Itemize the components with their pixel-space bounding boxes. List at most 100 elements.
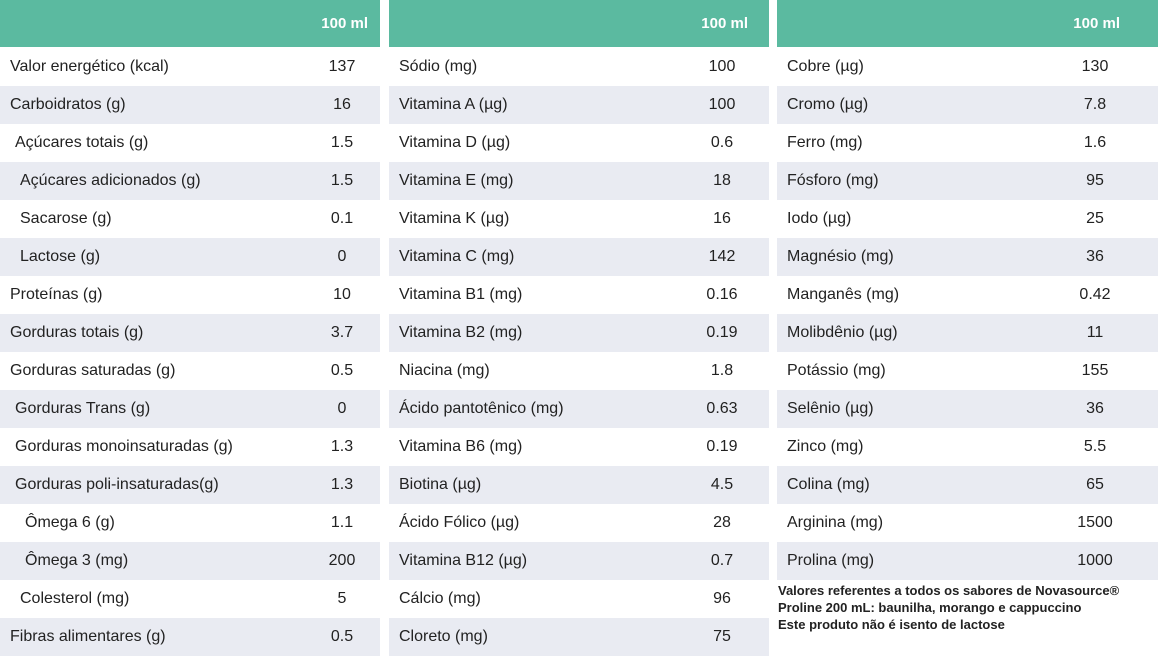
row-label: Ômega 6 (g) [25, 514, 115, 531]
row-value: 11 [1086, 324, 1104, 341]
row-value: 25 [1086, 210, 1104, 227]
table-row: Manganês (mg) 0.42 [777, 276, 1158, 314]
row-label: Colina (mg) [787, 476, 870, 493]
table-row: Selênio (µg) 36 [777, 390, 1158, 428]
row-value: 142 [708, 248, 736, 265]
row-value: 0.63 [706, 400, 738, 417]
row-label: Cobre (µg) [787, 57, 864, 75]
table-row: Ácido pantotênico (mg) 0.63 [389, 390, 769, 428]
table-row: Iodo (µg) 25 [777, 200, 1158, 238]
row-value: 16 [713, 210, 731, 227]
table-row: Vitamina K (µg) 16 [389, 200, 769, 238]
row-label: Zinco (mg) [787, 438, 864, 455]
row-value: 0.16 [706, 286, 738, 303]
table-row: Sódio (mg) 100 [389, 47, 769, 86]
table-row: Açúcares adicionados (g) 1.5 [0, 162, 380, 200]
row-label: Vitamina B1 (mg) [399, 286, 523, 303]
table-row: Ferro (mg) 1.6 [777, 124, 1158, 162]
row-value: 130 [1081, 57, 1109, 75]
table-row: Cobre (µg) 130 [777, 47, 1158, 86]
row-label: Potássio (mg) [787, 362, 886, 379]
row-value: 0.5 [330, 628, 354, 645]
table-row: Gorduras saturadas (g) 0.5 [0, 352, 380, 390]
row-value: 0.42 [1079, 286, 1111, 303]
row-label: Ômega 3 (mg) [25, 552, 129, 569]
row-value: 28 [713, 514, 731, 531]
row-label: Gorduras totais (g) [10, 324, 144, 341]
row-value: 16 [333, 96, 351, 113]
row-label: Valor energético (kcal) [10, 57, 169, 75]
row-value: 0 [337, 400, 347, 417]
row-label: Ácido pantotênico (mg) [399, 400, 564, 417]
row-label: Manganês (mg) [787, 286, 900, 303]
header-label-100ml: 100 ml [321, 15, 368, 32]
row-value: 0.7 [710, 552, 734, 569]
footnote-line: Este produto não é isento de lactose [778, 617, 1005, 632]
row-label: Prolina (mg) [787, 552, 875, 569]
table-row: Zinco (mg) 5.5 [777, 428, 1158, 466]
row-label: Vitamina B6 (mg) [399, 438, 523, 455]
row-label: Arginina (mg) [787, 514, 884, 531]
row-value: 5 [337, 590, 347, 607]
table-row: Potássio (mg) 155 [777, 352, 1158, 390]
table-row: Gorduras totais (g) 3.7 [0, 314, 380, 352]
row-label: Cálcio (mg) [399, 590, 481, 607]
table-row: Fósforo (mg) 95 [777, 162, 1158, 200]
table-row: Vitamina B6 (mg) 0.19 [389, 428, 769, 466]
row-label: Colesterol (mg) [20, 590, 130, 607]
row-value: 95 [1086, 172, 1104, 189]
row-value: 1.1 [330, 514, 354, 531]
table-row: Colesterol (mg) 5 [0, 580, 380, 618]
table-row: Proteínas (g) 10 [0, 276, 380, 314]
footnote: Valores referentes a todos os sabores de… [778, 582, 1156, 633]
table-row: Prolina (mg) 1000 [777, 542, 1158, 580]
row-value: 0 [337, 248, 347, 265]
row-value: 18 [713, 172, 731, 189]
row-label: Vitamina D (µg) [399, 134, 511, 151]
row-value: 1500 [1077, 514, 1113, 531]
table-row: Fibras alimentares (g) 0.5 [0, 618, 380, 656]
table-row: Vitamina B2 (mg) 0.19 [389, 314, 769, 352]
row-label: Vitamina C (mg) [399, 248, 515, 265]
table-row: Biotina (µg) 4.5 [389, 466, 769, 504]
row-value: 7.8 [1083, 96, 1107, 113]
row-value: 36 [1086, 248, 1104, 265]
row-label: Sacarose (g) [20, 210, 112, 227]
table-row: Lactose (g) 0 [0, 238, 380, 276]
table-row: Vitamina C (mg) 142 [389, 238, 769, 276]
table-header: 100 ml [0, 0, 380, 47]
row-label: Selênio (µg) [787, 400, 874, 417]
table-row: Vitamina B1 (mg) 0.16 [389, 276, 769, 314]
row-value: 1.3 [330, 476, 354, 493]
table-row: Ômega 3 (mg) 200 [0, 542, 380, 580]
row-value: 65 [1086, 476, 1104, 493]
row-label: Açúcares adicionados (g) [20, 172, 201, 189]
row-label: Vitamina A (µg) [399, 96, 508, 113]
table-row: Niacina (mg) 1.8 [389, 352, 769, 390]
row-label: Gorduras poli-insaturadas(g) [15, 476, 219, 493]
row-label: Sódio (mg) [399, 57, 478, 75]
table-row: Valor energético (kcal) 137 [0, 47, 380, 86]
row-value: 4.5 [710, 476, 734, 493]
row-value: 96 [713, 590, 731, 607]
row-value: 1.6 [1083, 134, 1107, 151]
table-row: Carboidratos (g) 16 [0, 86, 380, 124]
row-label: Gorduras saturadas (g) [10, 362, 176, 379]
table-row: Cromo (µg) 7.8 [777, 86, 1158, 124]
row-label: Biotina (µg) [399, 476, 482, 493]
table-row: Gorduras Trans (g) 0 [0, 390, 380, 428]
row-value: 0.19 [706, 438, 738, 455]
table-row: Sacarose (g) 0.1 [0, 200, 380, 238]
table-row: Açúcares totais (g) 1.5 [0, 124, 380, 162]
row-label: Vitamina B2 (mg) [399, 324, 523, 341]
row-label: Niacina (mg) [399, 362, 490, 379]
table-header: 100 ml [777, 0, 1158, 47]
table-row: Arginina (mg) 1500 [777, 504, 1158, 542]
table-row: Ácido Fólico (µg) 28 [389, 504, 769, 542]
row-label: Magnésio (mg) [787, 248, 894, 265]
row-value: 100 [708, 96, 736, 113]
table-row: Magnésio (mg) 36 [777, 238, 1158, 276]
row-value: 1.8 [710, 362, 734, 379]
table-row: Ômega 6 (g) 1.1 [0, 504, 380, 542]
row-value: 5.5 [1083, 438, 1107, 455]
